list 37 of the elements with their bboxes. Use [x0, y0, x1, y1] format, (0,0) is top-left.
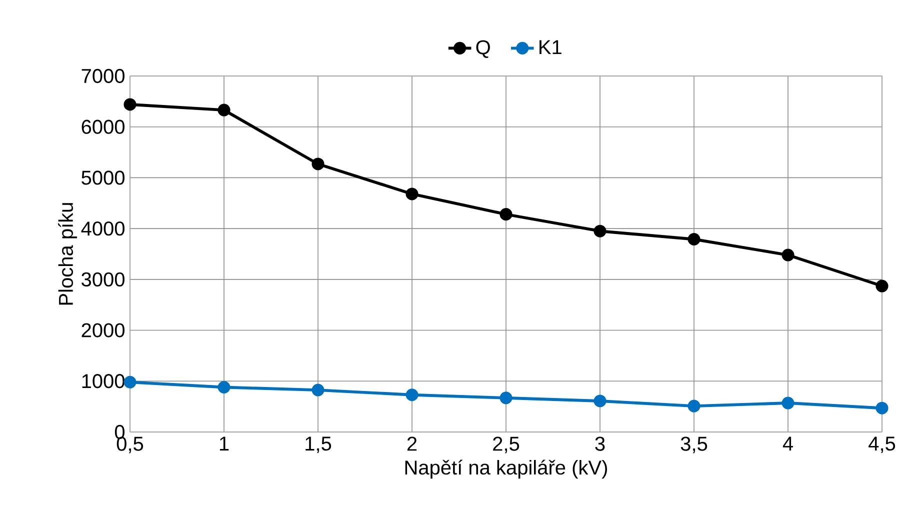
y-tick-label: 7000 [82, 68, 124, 84]
point [594, 394, 606, 408]
x-tick-label: 1 [220, 436, 229, 450]
point [312, 158, 324, 170]
y-tick-label: 1000 [82, 374, 124, 388]
point [406, 388, 418, 402]
point [688, 400, 700, 412]
point [500, 208, 512, 221]
point [500, 392, 512, 404]
point [124, 376, 136, 388]
x-tick-label: 4 [782, 436, 793, 450]
point [594, 224, 606, 238]
x-tick-label: 4,5 [868, 436, 896, 454]
point [124, 98, 136, 111]
point [218, 104, 230, 116]
x-tick-label: 1,5 [306, 436, 332, 454]
x-tick-label: 2 [407, 436, 417, 451]
point [782, 396, 794, 410]
y-axis-title: Plocha píku [58, 203, 77, 305]
y-tick-label: 3000 [82, 272, 124, 286]
point [406, 188, 418, 200]
x-axis-title: Napětí na kapiláře (kV) [405, 460, 607, 479]
y-tick-label: 5000 [82, 170, 124, 185]
x-tick-label: 3 [595, 436, 605, 451]
y-tick-label: 2000 [82, 323, 124, 338]
point [218, 380, 230, 394]
point [312, 384, 324, 396]
point [782, 248, 794, 262]
point [688, 232, 700, 246]
legend-label: Q [476, 40, 490, 58]
legend-label: K1 [540, 40, 562, 54]
point [876, 402, 888, 414]
x-tick-label: 3,5 [680, 436, 708, 454]
x-tick-label: 2,5 [493, 436, 520, 454]
point [876, 280, 888, 292]
y-tick-label: 6000 [82, 120, 124, 134]
y-tick-label: 4000 [81, 221, 124, 236]
